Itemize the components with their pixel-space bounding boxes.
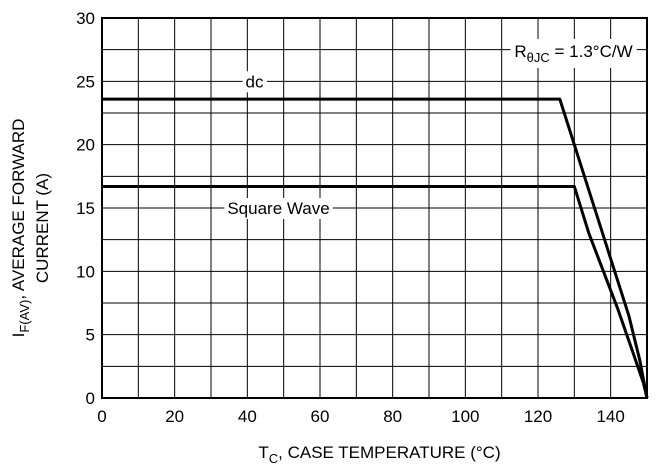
- dc-label: dc: [246, 72, 264, 91]
- annotation-main: R: [514, 42, 526, 61]
- annotation-sub: θJC: [527, 50, 550, 65]
- y-tick-label: 10: [76, 262, 95, 281]
- x-tick-labels: 0 20 40 60 80 100 120 140: [97, 407, 625, 426]
- x-tick-label: 100: [451, 407, 479, 426]
- x-tick-label: 140: [596, 407, 624, 426]
- annotation-rest: = 1.3°C/W: [550, 42, 633, 61]
- series-lines: [102, 97, 649, 399]
- x-title-main: T: [258, 443, 268, 462]
- grid: [102, 18, 647, 398]
- y-tick-label: 0: [86, 389, 95, 408]
- x-tick-label: 20: [165, 407, 184, 426]
- svg-text:RθJC = 1.3°C/W: RθJC = 1.3°C/W: [514, 42, 632, 65]
- dc-series-label: dc: [242, 71, 267, 93]
- x-title-rest: , CASE TEMPERATURE (°C): [278, 443, 500, 462]
- x-tick-label: 80: [383, 407, 402, 426]
- y-title-line2: CURRENT (A): [33, 173, 52, 283]
- dc-series-line: [102, 97, 649, 399]
- x-tick-label: 120: [524, 407, 552, 426]
- thermal-resistance-annotation: RθJC = 1.3°C/W: [510, 38, 637, 68]
- x-tick-label: 40: [238, 407, 257, 426]
- x-axis-title: TC, CASE TEMPERATURE (°C): [258, 443, 500, 465]
- y-tick-label: 30: [76, 9, 95, 28]
- x-tick-label: 0: [97, 407, 106, 426]
- y-tick-labels: 0 5 10 15 20 25 30: [76, 9, 95, 408]
- square-wave-label: Square Wave: [227, 199, 329, 218]
- square-wave-series-line: [102, 184, 649, 399]
- y-tick-label: 20: [76, 136, 95, 155]
- y-title-line1: IF(AV), AVERAGE FORWARD: [9, 119, 32, 338]
- x-title-sub: C: [269, 451, 278, 465]
- y-axis-title: IF(AV), AVERAGE FORWARD CURRENT (A): [9, 119, 52, 338]
- y-tick-label: 25: [76, 72, 95, 91]
- y-tick-label: 15: [76, 199, 95, 218]
- y-tick-label: 5: [86, 326, 95, 345]
- square-wave-series-label: Square Wave: [224, 198, 333, 219]
- x-tick-label: 60: [311, 407, 330, 426]
- plot-frame: [101, 17, 648, 399]
